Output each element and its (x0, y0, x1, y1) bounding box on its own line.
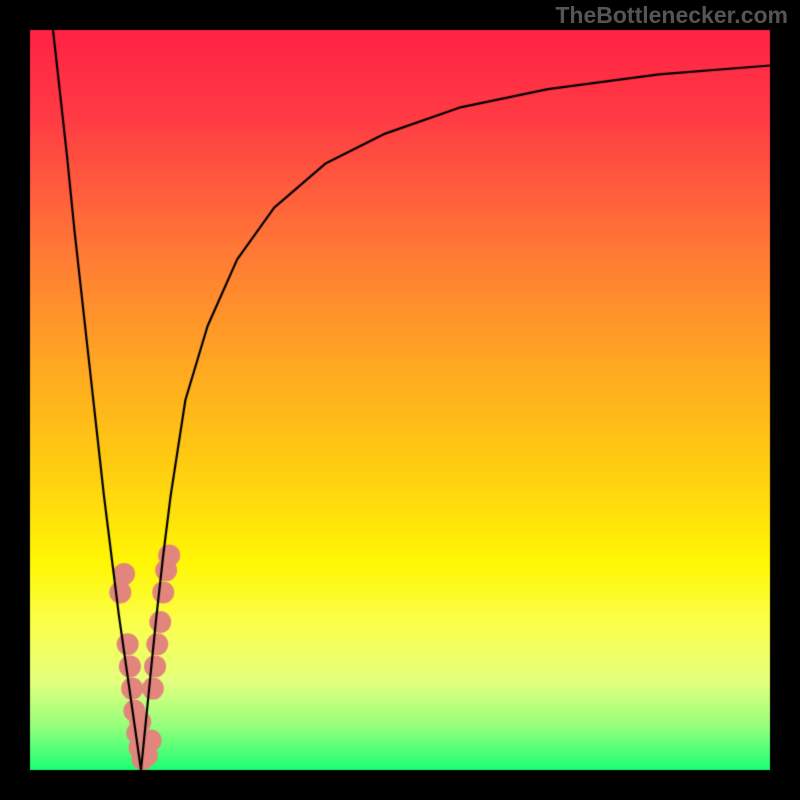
chart-canvas (0, 0, 800, 800)
bottleneck-chart: TheBottlenecker.com (0, 0, 800, 800)
watermark-text: TheBottlenecker.com (555, 2, 788, 29)
